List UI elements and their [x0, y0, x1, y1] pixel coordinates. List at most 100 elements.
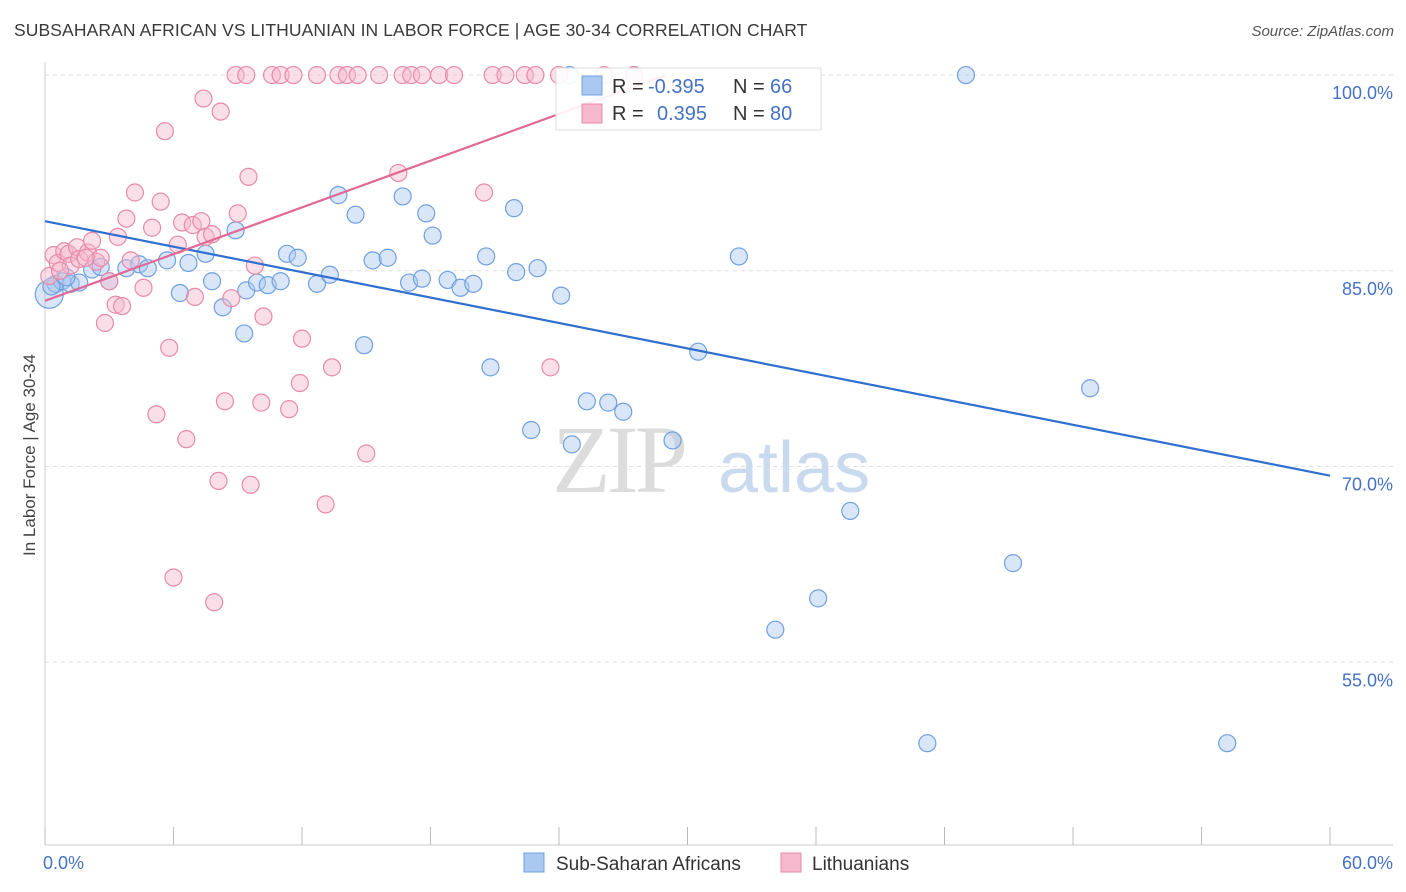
- legend-n-label-1: N =: [733, 76, 765, 98]
- trend-lines: [44, 74, 1331, 477]
- data-point: [918, 734, 937, 753]
- data-point: [663, 431, 682, 450]
- data-point: [1003, 554, 1023, 573]
- axes: [44, 62, 1393, 846]
- data-point: [185, 287, 205, 306]
- data-point: [346, 205, 365, 224]
- data-point: [271, 65, 290, 85]
- data-point: [393, 187, 412, 206]
- data-point: [412, 269, 432, 288]
- data-point: [160, 338, 179, 357]
- legend-r-value-2: 0.395: [657, 103, 707, 125]
- legend-swatch-blue: [581, 75, 603, 96]
- data-point: [322, 358, 342, 377]
- data-point: [320, 265, 339, 284]
- data-point: [348, 65, 367, 85]
- data-point: [183, 216, 202, 235]
- data-point: [50, 261, 70, 280]
- legend-r-value-1: -0.395: [648, 76, 705, 98]
- data-point: [194, 89, 213, 108]
- data-point: [117, 209, 136, 228]
- data-point: [245, 256, 264, 275]
- series-legend-label-pink: Lithuanians: [812, 854, 909, 875]
- data-point: [417, 204, 436, 223]
- data-point: [307, 65, 327, 85]
- data-point: [280, 400, 299, 419]
- data-point: [83, 231, 102, 250]
- source-label: Source: ZipAtlas.com: [1251, 23, 1394, 40]
- data-point: [284, 65, 303, 85]
- data-point: [106, 295, 125, 314]
- y-tick-labels: 100.0% 85.0% 70.0% 55.0%: [1332, 83, 1393, 690]
- data-point: [809, 589, 828, 608]
- data-point: [483, 65, 502, 85]
- data-point: [134, 278, 153, 297]
- data-point: [228, 204, 247, 223]
- data-point: [729, 247, 749, 266]
- data-point: [841, 501, 860, 521]
- x-tick-min: 0.0%: [43, 853, 84, 873]
- legend-r-label-1: R =: [612, 76, 644, 98]
- data-point: [562, 435, 581, 454]
- watermark: ZIP atlas: [552, 406, 870, 513]
- data-point: [235, 324, 254, 343]
- data-point: [357, 444, 376, 463]
- data-point: [528, 259, 547, 278]
- data-point: [164, 568, 183, 587]
- data-point: [239, 167, 258, 186]
- data-point: [292, 329, 312, 348]
- data-point: [477, 247, 496, 266]
- y-tick-label: 70.0%: [1342, 475, 1393, 495]
- data-point: [40, 266, 59, 286]
- data-point: [254, 307, 273, 326]
- data-point: [552, 286, 571, 305]
- data-point: [290, 373, 309, 393]
- data-point: [429, 65, 449, 85]
- data-point: [412, 65, 432, 85]
- legend-n-value-1: 66: [770, 76, 792, 98]
- y-tick-label: 85.0%: [1342, 279, 1393, 299]
- data-point: [241, 475, 260, 494]
- data-point: [202, 272, 222, 291]
- data-point: [277, 244, 297, 263]
- data-point: [423, 226, 442, 245]
- data-point: [172, 213, 192, 232]
- data-point: [526, 65, 545, 85]
- data-point: [316, 495, 335, 514]
- series-legend-label-blue: Sub-Saharan Africans: [556, 854, 741, 875]
- data-point: [1081, 379, 1100, 398]
- series-legend-swatch-blue: [523, 852, 545, 873]
- gridlines: [45, 74, 1393, 663]
- data-point: [1218, 734, 1237, 753]
- y-tick-label: 55.0%: [1342, 670, 1393, 690]
- x-tick-labels: 0.0% 60.0%: [43, 853, 1393, 873]
- data-point: [464, 274, 483, 293]
- data-point: [226, 65, 245, 85]
- data-point: [147, 405, 166, 424]
- data-point: [481, 358, 500, 377]
- data-point: [515, 65, 534, 85]
- y-tick-label: 100.0%: [1332, 83, 1393, 103]
- legend-r-label-2: R =: [612, 103, 644, 125]
- data-point: [170, 283, 190, 303]
- watermark-zip: ZIP: [552, 406, 685, 513]
- data-point: [507, 263, 526, 282]
- data-point: [766, 620, 785, 639]
- data-point: [211, 102, 230, 121]
- correlation-legend: R = -0.395 N = 66 R = 0.395 N = 80: [555, 67, 822, 131]
- data-point: [288, 248, 307, 267]
- data-point: [155, 122, 175, 141]
- data-point: [444, 65, 464, 85]
- data-point: [142, 218, 162, 237]
- data-point: [541, 358, 560, 377]
- data-point: [112, 296, 132, 316]
- data-point: [271, 272, 290, 291]
- data-point: [95, 313, 115, 333]
- data-point: [237, 65, 256, 85]
- y-axis-label: In Labor Force | Age 30-34: [20, 354, 39, 556]
- data-point: [151, 192, 170, 211]
- data-point: [614, 402, 633, 421]
- data-point: [504, 199, 524, 218]
- data-point: [522, 420, 541, 440]
